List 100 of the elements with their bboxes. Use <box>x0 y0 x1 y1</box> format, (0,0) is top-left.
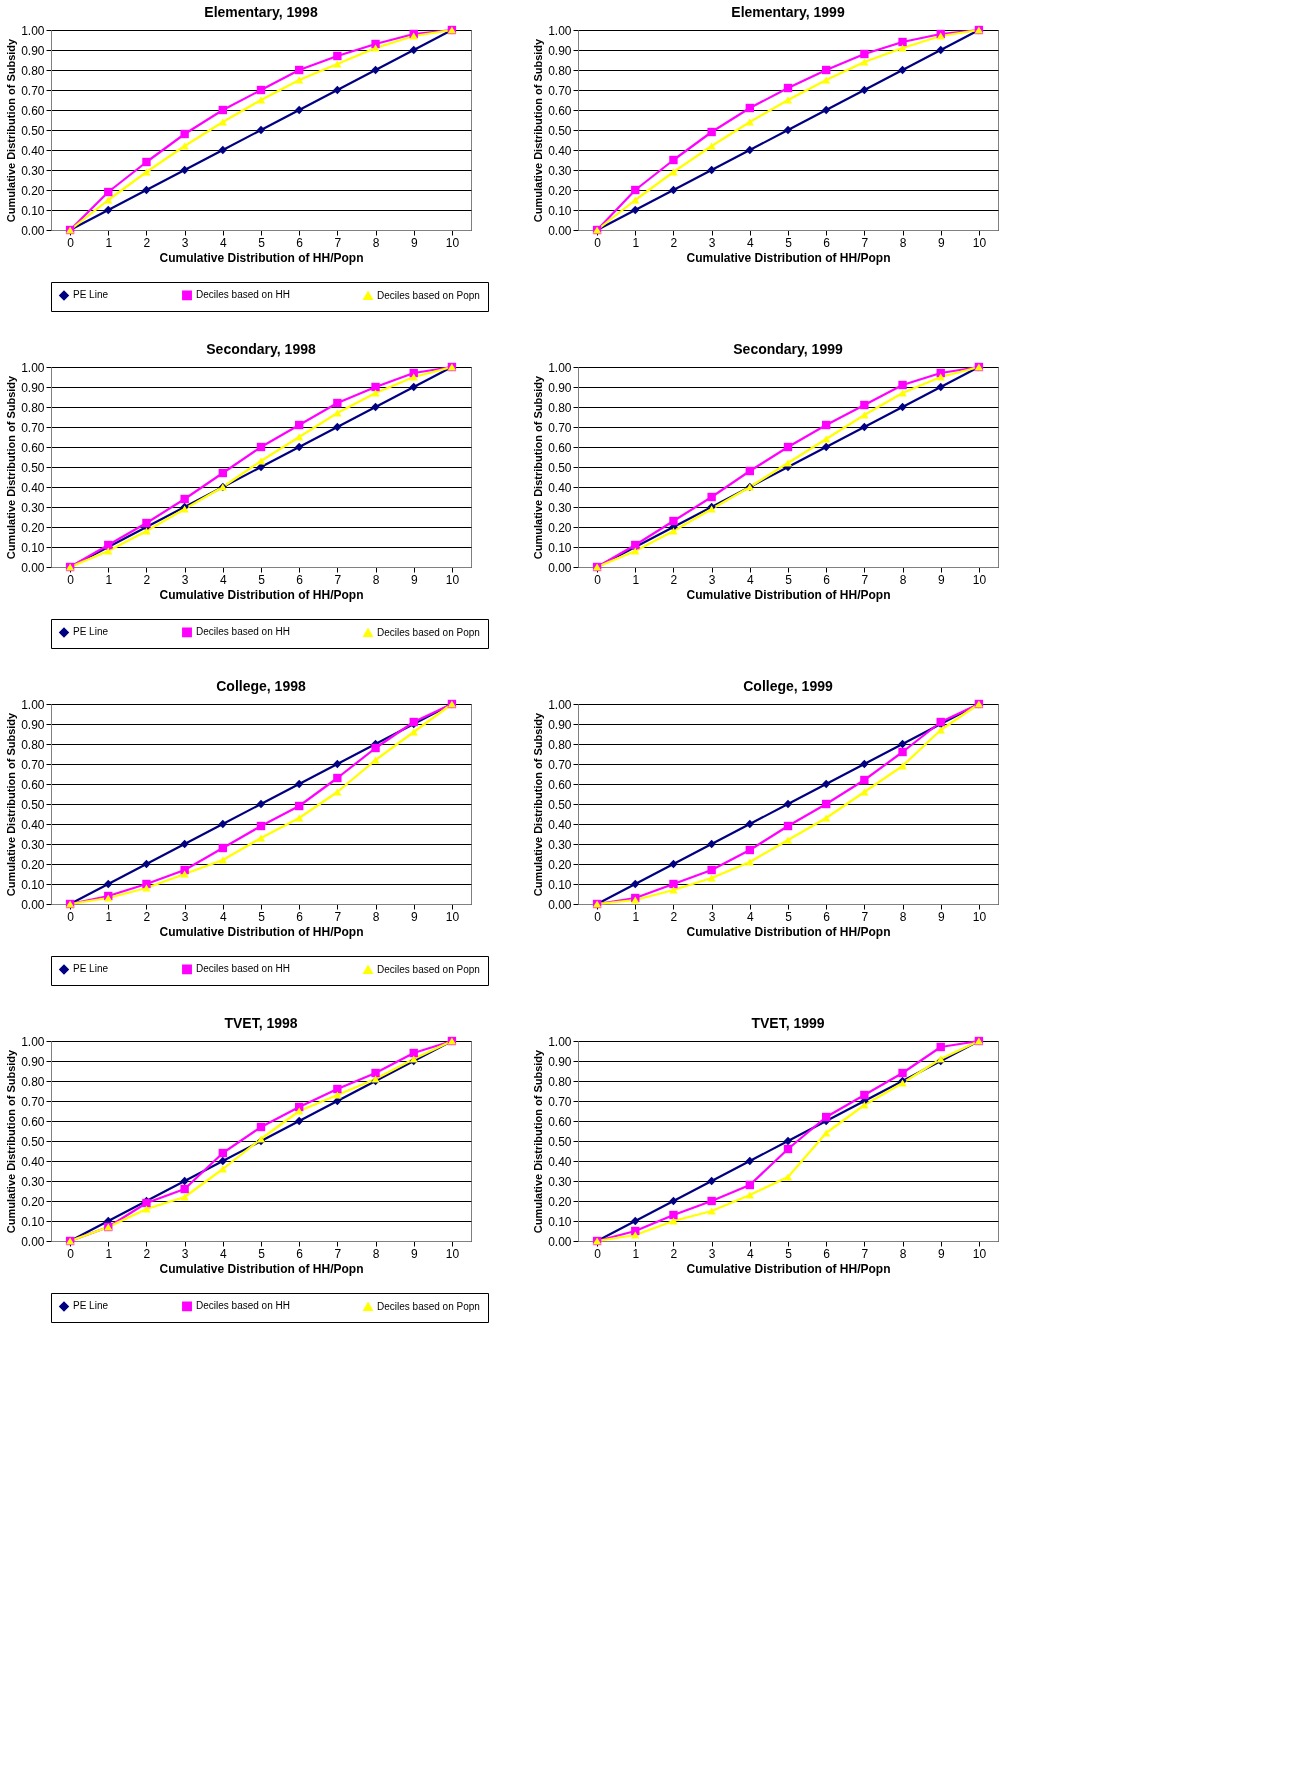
x-tick-label: 10 <box>445 235 460 250</box>
legend-label: Deciles based on Popn <box>377 963 480 975</box>
x-tick-label: 5 <box>258 572 266 587</box>
x-tick-label: 8 <box>372 572 380 587</box>
x-tick-label: 0 <box>594 909 602 924</box>
x-tick-label: 5 <box>785 572 793 587</box>
y-axis-title: Cumulative Distribution of Subsidy <box>532 711 545 897</box>
y-tick-label: 0.30 <box>21 163 45 178</box>
y-tick-label: 0.50 <box>548 797 572 812</box>
y-tick-label: 0.00 <box>548 560 572 575</box>
x-tick-label: 0 <box>67 1246 75 1261</box>
x-tick-label: 5 <box>785 1246 793 1261</box>
y-tick-label: 1.00 <box>21 23 45 38</box>
y-axis-title: Cumulative Distribution of Subsidy <box>532 374 545 560</box>
x-tick-label: 1 <box>105 235 113 250</box>
y-tick-label: 0.00 <box>548 1234 572 1249</box>
y-tick-label: 1.00 <box>21 360 45 375</box>
legend-label: Deciles based on HH <box>196 289 290 301</box>
y-tick-label: 1.00 <box>21 697 45 712</box>
x-tick-label: 6 <box>296 909 304 924</box>
y-axis-title: Cumulative Distribution of Subsidy <box>532 1048 545 1234</box>
x-tick-label: 8 <box>372 909 380 924</box>
x-tick-label: 7 <box>861 909 869 924</box>
x-tick-label: 1 <box>632 909 640 924</box>
y-tick-label: 1.00 <box>21 1034 45 1049</box>
y-tick-label: 0.40 <box>548 817 572 832</box>
x-axis-title: Cumulative Distribution of HH/Popn <box>159 250 364 265</box>
y-tick-label: 0.50 <box>548 460 572 475</box>
x-tick-label: 7 <box>861 1246 869 1261</box>
y-tick-label: 0.30 <box>21 837 45 852</box>
chart-title: TVET, 1998 <box>224 1015 298 1031</box>
y-axis-title: Cumulative Distribution of Subsidy <box>5 1048 18 1234</box>
x-tick-label: 4 <box>746 1246 754 1261</box>
x-tick-label: 6 <box>296 1246 304 1261</box>
x-tick-label: 10 <box>972 572 987 587</box>
y-tick-label: 0.10 <box>21 877 45 892</box>
x-tick-label: 9 <box>937 572 945 587</box>
y-tick-label: 0.80 <box>21 1074 45 1089</box>
x-tick-label: 9 <box>410 235 418 250</box>
x-tick-label: 0 <box>67 572 75 587</box>
y-tick-label: 0.80 <box>548 400 572 415</box>
y-tick-label: 0.50 <box>21 460 45 475</box>
y-axis-title: Cumulative Distribution of Subsidy <box>5 37 18 223</box>
x-tick-label: 3 <box>181 909 189 924</box>
y-tick-label: 0.30 <box>548 500 572 515</box>
y-tick-label: 0.90 <box>21 1054 45 1069</box>
chart-title: Elementary, 1999 <box>731 4 845 20</box>
x-tick-label: 2 <box>670 1246 678 1261</box>
y-tick-label: 0.90 <box>548 717 572 732</box>
y-tick-label: 0.80 <box>21 63 45 78</box>
x-tick-label: 9 <box>410 909 418 924</box>
x-tick-label: 1 <box>632 235 640 250</box>
y-tick-label: 0.80 <box>548 63 572 78</box>
x-tick-label: 4 <box>746 235 754 250</box>
x-tick-label: 4 <box>219 572 227 587</box>
x-tick-label: 10 <box>972 909 987 924</box>
legend-label: Deciles based on HH <box>196 1300 290 1312</box>
y-tick-label: 0.30 <box>21 500 45 515</box>
x-tick-label: 8 <box>899 572 907 587</box>
x-tick-label: 3 <box>708 235 716 250</box>
y-tick-label: 0.30 <box>548 163 572 178</box>
y-tick-label: 0.80 <box>548 1074 572 1089</box>
y-tick-label: 0.60 <box>21 103 45 118</box>
y-tick-label: 0.70 <box>548 420 572 435</box>
x-tick-label: 5 <box>785 235 793 250</box>
y-tick-label: 0.40 <box>548 143 572 158</box>
x-tick-label: 0 <box>67 235 75 250</box>
x-tick-label: 8 <box>899 1246 907 1261</box>
x-tick-label: 2 <box>670 572 678 587</box>
x-tick-label: 10 <box>972 235 987 250</box>
x-tick-label: 0 <box>594 572 602 587</box>
x-axis-title: Cumulative Distribution of HH/Popn <box>686 924 891 939</box>
x-axis-title: Cumulative Distribution of HH/Popn <box>159 587 364 602</box>
y-tick-label: 0.00 <box>21 897 45 912</box>
y-tick-label: 0.80 <box>548 737 572 752</box>
legend-label: PE Line <box>73 963 109 975</box>
y-tick-label: 0.00 <box>21 560 45 575</box>
x-tick-label: 5 <box>258 1246 266 1261</box>
y-tick-label: 0.20 <box>548 857 572 872</box>
y-tick-label: 0.40 <box>21 480 45 495</box>
chart-title: Secondary, 1999 <box>733 341 843 357</box>
y-tick-label: 0.10 <box>21 1214 45 1229</box>
y-tick-label: 0.90 <box>548 1054 572 1069</box>
x-tick-label: 9 <box>410 1246 418 1261</box>
y-tick-label: 1.00 <box>548 360 572 375</box>
x-tick-label: 4 <box>219 235 227 250</box>
y-tick-label: 0.20 <box>21 183 45 198</box>
y-tick-label: 0.10 <box>548 877 572 892</box>
x-tick-label: 7 <box>334 1246 342 1261</box>
y-tick-label: 1.00 <box>548 1034 572 1049</box>
y-tick-label: 0.70 <box>548 1094 572 1109</box>
y-tick-label: 0.10 <box>548 540 572 555</box>
y-tick-label: 0.70 <box>548 757 572 772</box>
y-tick-label: 0.40 <box>21 143 45 158</box>
chart-title: College, 1998 <box>216 678 306 694</box>
y-tick-label: 0.60 <box>548 777 572 792</box>
x-axis-title: Cumulative Distribution of HH/Popn <box>686 587 891 602</box>
x-tick-label: 10 <box>972 1246 987 1261</box>
x-axis-title: Cumulative Distribution of HH/Popn <box>686 1261 891 1276</box>
x-tick-label: 4 <box>746 909 754 924</box>
